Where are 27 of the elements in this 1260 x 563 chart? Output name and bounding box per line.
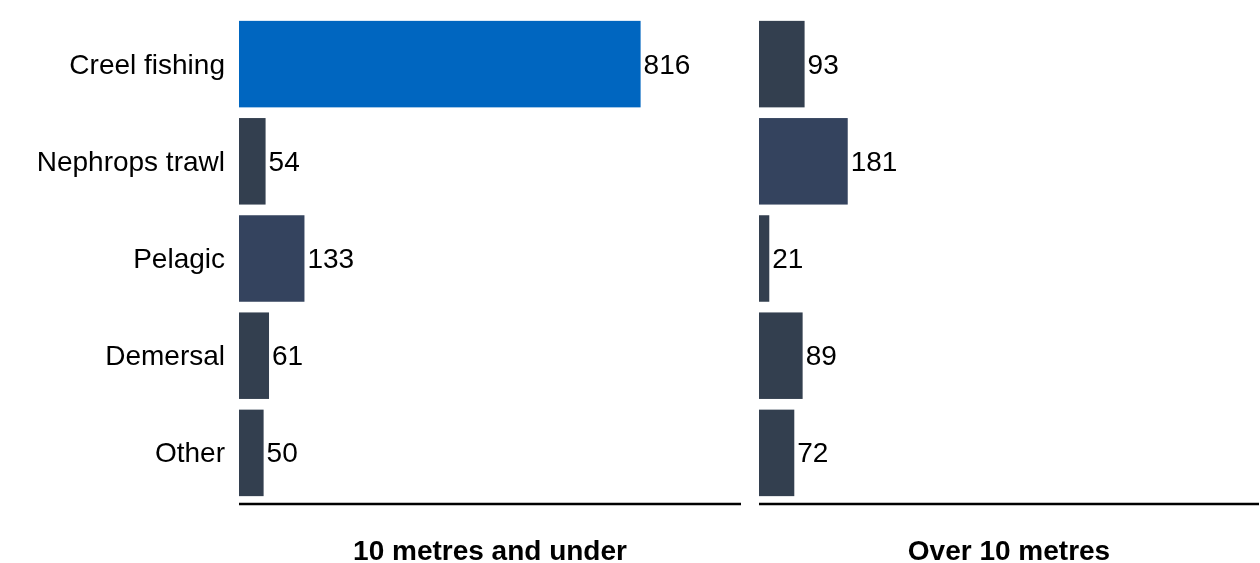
y-tick-label: Creel fishing xyxy=(69,48,225,80)
y-tick-label: Nephrops trawl xyxy=(36,145,225,177)
data-label: 93 xyxy=(807,48,839,80)
bar xyxy=(239,215,305,302)
y-tick-label: Demersal xyxy=(105,340,225,372)
bar xyxy=(759,20,805,108)
bar xyxy=(759,409,795,497)
data-label: 181 xyxy=(850,145,898,177)
bar xyxy=(759,312,803,399)
data-label: 816 xyxy=(643,48,691,80)
bar xyxy=(759,118,848,205)
data-label: 50 xyxy=(266,437,298,469)
bar xyxy=(759,215,770,302)
data-label: 61 xyxy=(272,340,304,372)
y-tick-label: Pelagic xyxy=(133,243,225,274)
bar xyxy=(239,409,264,497)
data-label: 89 xyxy=(805,340,837,372)
data-label: 133 xyxy=(307,243,355,274)
bar xyxy=(239,312,270,399)
data-label: 21 xyxy=(772,243,804,274)
bar xyxy=(239,118,266,205)
x-axis-title: 10 metres and under xyxy=(353,534,628,563)
bar xyxy=(239,20,641,108)
data-label: 54 xyxy=(268,145,300,177)
x-axis-title: Over 10 metres xyxy=(907,534,1111,563)
data-label: 72 xyxy=(797,437,829,469)
y-tick-label: Other xyxy=(154,437,225,469)
